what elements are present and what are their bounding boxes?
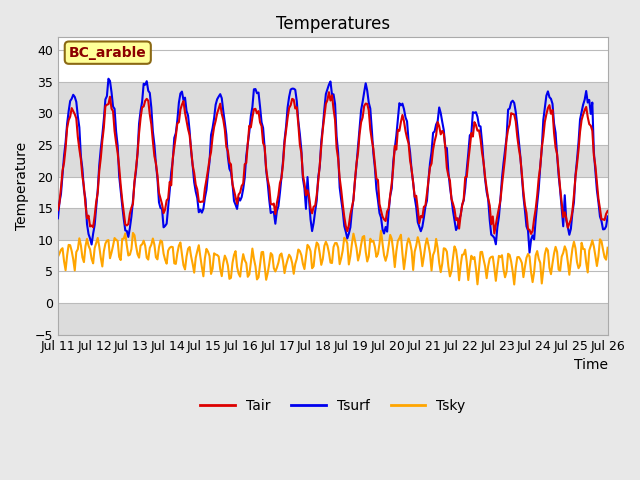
Legend: Tair, Tsurf, Tsky: Tair, Tsurf, Tsky [195,394,471,419]
Title: Temperatures: Temperatures [276,15,390,33]
Text: BC_arable: BC_arable [69,46,147,60]
X-axis label: Time: Time [573,358,607,372]
Bar [58,145,607,177]
Bar [58,208,607,240]
Y-axis label: Temperature: Temperature [15,142,29,230]
Bar [58,82,607,113]
Bar [58,303,607,335]
